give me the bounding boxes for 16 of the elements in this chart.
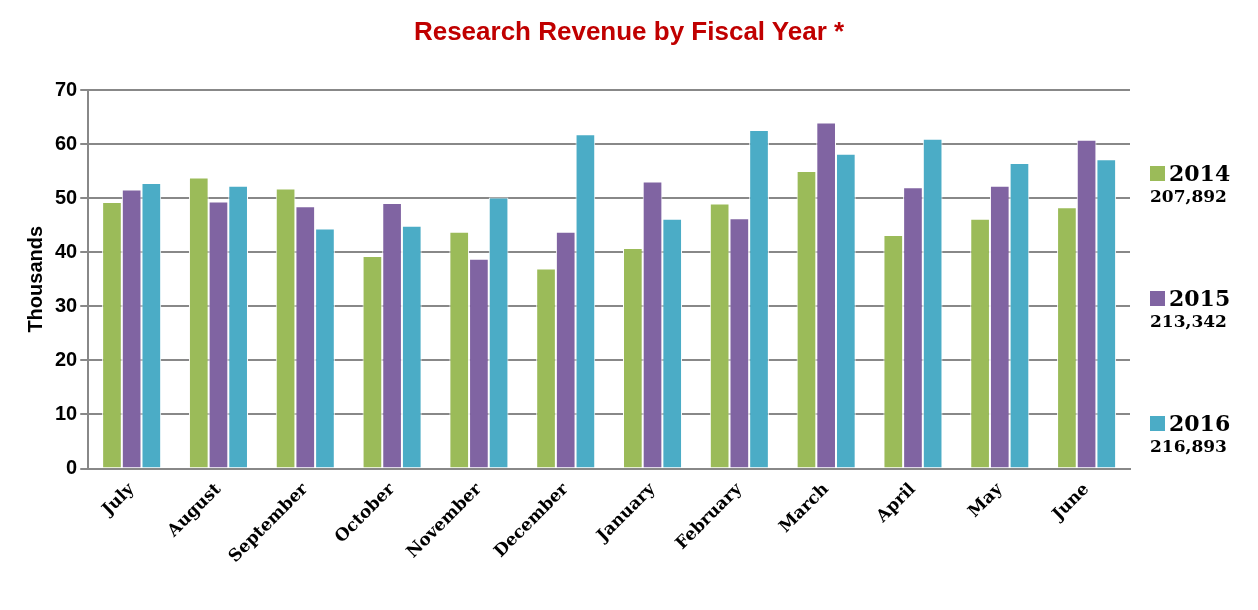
y-tick-label: 50: [55, 185, 78, 208]
text: 213,342: [1150, 311, 1228, 331]
y-tick-label: 0: [66, 456, 78, 479]
y-tick-label: 60: [55, 131, 78, 154]
chart-title: Research Revenue by Fiscal Year *: [412, 16, 846, 47]
y-axis-title: Thousands: [23, 225, 46, 333]
legend-label: 2015: [1169, 285, 1231, 311]
y-tick-label: 10: [55, 401, 78, 424]
text: 216,893: [1150, 436, 1228, 456]
text: 207,892: [1150, 186, 1228, 206]
y-tick-label: 40: [55, 239, 78, 262]
legend-label: 2014: [1169, 160, 1231, 186]
y-tick-label: 70: [55, 77, 78, 100]
y-tick-label: 30: [55, 293, 78, 316]
y-tick-label: 20: [55, 347, 78, 370]
legend-label: 2016: [1169, 410, 1231, 436]
